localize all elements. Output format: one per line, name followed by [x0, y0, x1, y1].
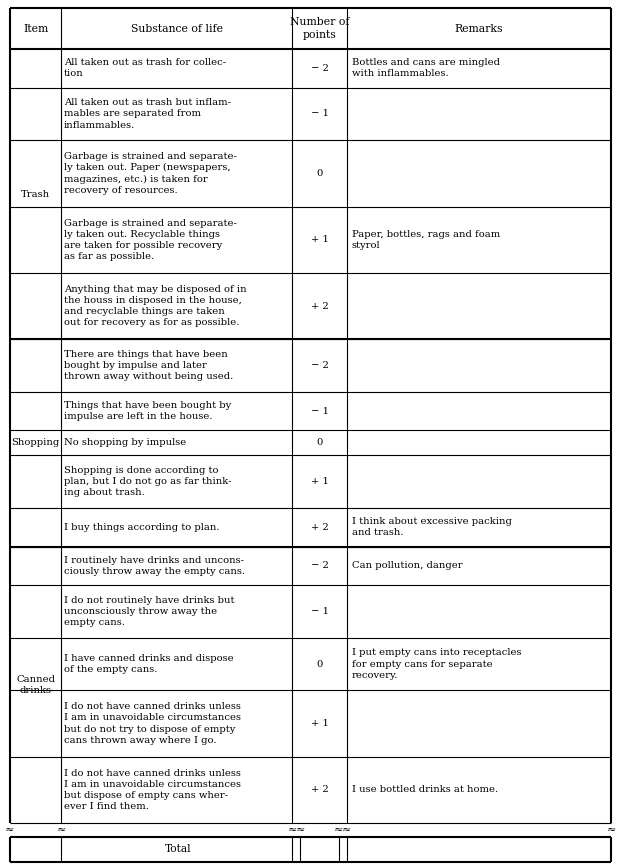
Text: I put empty cans into receptacles
for empty cans for separate
recovery.: I put empty cans into receptacles for em… — [351, 648, 521, 680]
Text: Remarks: Remarks — [455, 23, 503, 34]
Text: I do not routinely have drinks but
unconsciously throw away the
empty cans.: I do not routinely have drinks but uncon… — [64, 596, 235, 628]
Text: ≈: ≈ — [288, 825, 297, 835]
Text: 0: 0 — [316, 169, 323, 178]
Text: I use bottled drinks at home.: I use bottled drinks at home. — [351, 786, 497, 794]
Text: ≈: ≈ — [57, 825, 66, 835]
Text: + 2: + 2 — [310, 301, 329, 311]
Text: I do not have canned drinks unless
I am in unavoidable circumstances
but do not : I do not have canned drinks unless I am … — [64, 702, 241, 745]
Text: ≈: ≈ — [342, 825, 351, 835]
Text: Substance of life: Substance of life — [131, 23, 223, 34]
Text: Item: Item — [23, 23, 48, 34]
Text: I do not have canned drinks unless
I am in unavoidable circumstances
but dispose: I do not have canned drinks unless I am … — [64, 769, 241, 811]
Text: + 1: + 1 — [310, 235, 329, 244]
Text: Garbage is strained and separate-
ly taken out. Recyclable things
are taken for : Garbage is strained and separate- ly tak… — [64, 219, 237, 261]
Text: Anything that may be disposed of in
the houss in disposed in the house,
and recy: Anything that may be disposed of in the … — [64, 285, 247, 327]
Text: I buy things according to plan.: I buy things according to plan. — [64, 523, 220, 532]
Text: Shopping: Shopping — [11, 438, 60, 447]
Text: Can pollution, danger: Can pollution, danger — [351, 562, 462, 570]
Text: All taken out as trash but inflam-
mables are separated from
inflammables.: All taken out as trash but inflam- mable… — [64, 98, 231, 129]
Text: Paper, bottles, rags and foam
styrol: Paper, bottles, rags and foam styrol — [351, 230, 500, 250]
Text: − 2: − 2 — [310, 64, 329, 73]
Text: + 2: + 2 — [310, 523, 329, 532]
Text: 0: 0 — [316, 438, 323, 447]
Text: − 2: − 2 — [310, 562, 329, 570]
Text: − 1: − 1 — [310, 607, 329, 616]
Text: ≈: ≈ — [334, 825, 343, 835]
Text: − 2: − 2 — [310, 361, 329, 370]
Text: ≈: ≈ — [6, 825, 15, 835]
Text: All taken out as trash for collec-
tion: All taken out as trash for collec- tion — [64, 58, 226, 78]
Text: + 2: + 2 — [310, 786, 329, 794]
Text: There are things that have been
bought by impulse and later
thrown away without : There are things that have been bought b… — [64, 350, 233, 381]
Text: Bottles and cans are mingled
with inflammables.: Bottles and cans are mingled with inflam… — [351, 58, 499, 78]
Text: Total: Total — [165, 845, 192, 854]
Text: + 1: + 1 — [310, 719, 329, 728]
Text: 0: 0 — [316, 660, 323, 668]
Text: Trash: Trash — [21, 189, 50, 199]
Text: + 1: + 1 — [310, 477, 329, 486]
Text: − 1: − 1 — [310, 406, 329, 416]
Text: Canned
drinks: Canned drinks — [16, 674, 55, 695]
Text: Number of
points: Number of points — [290, 17, 349, 40]
Text: I think about excessive packing
and trash.: I think about excessive packing and tras… — [351, 517, 512, 537]
Text: I routinely have drinks and uncons-
ciously throw away the empty cans.: I routinely have drinks and uncons- ciou… — [64, 556, 245, 576]
Text: ≈: ≈ — [606, 825, 615, 835]
Text: I have canned drinks and dispose
of the empty cans.: I have canned drinks and dispose of the … — [64, 654, 233, 674]
Text: Shopping is done according to
plan, but I do not go as far think-
ing about tras: Shopping is done according to plan, but … — [64, 466, 232, 497]
Text: Things that have been bought by
impulse are left in the house.: Things that have been bought by impulse … — [64, 401, 232, 421]
Text: − 1: − 1 — [310, 109, 329, 118]
Text: ≈: ≈ — [296, 825, 305, 835]
Text: Garbage is strained and separate-
ly taken out. Paper (newspapers,
magazines, et: Garbage is strained and separate- ly tak… — [64, 152, 237, 194]
Text: No shopping by impulse: No shopping by impulse — [64, 438, 186, 447]
